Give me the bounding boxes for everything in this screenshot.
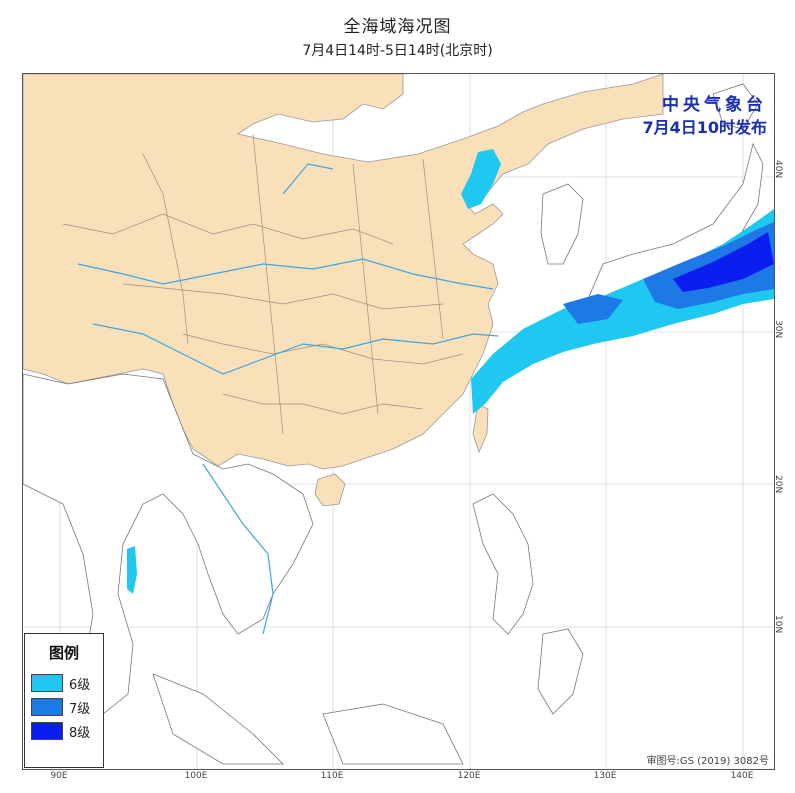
legend-item-6: 6级: [31, 674, 91, 693]
lon-label-120e: 120E: [457, 771, 481, 781]
wind-zone-andaman-6: [127, 546, 137, 594]
province-boundaries: [62, 133, 464, 435]
wind-zone-bohai-6: [461, 149, 501, 209]
lon-label-100e: 100E: [184, 771, 208, 781]
lon-label-140e: 140E: [730, 771, 754, 781]
legend-swatch-6: [31, 674, 63, 692]
legend: 图例 6级 7级 8级: [24, 633, 104, 768]
lon-label-90e: 90E: [50, 771, 68, 781]
china-landmass: [23, 74, 664, 470]
legend-swatch-8: [31, 722, 63, 740]
lat-label-30n: 30N: [773, 320, 783, 339]
lat-label-40n: 40N: [773, 160, 783, 179]
legend-label-6: 6级: [69, 677, 91, 693]
taiwan-island: [472, 403, 489, 454]
lon-label-110e: 110E: [320, 771, 344, 781]
map-canvas: [23, 74, 774, 769]
legend-item-7: 7级: [31, 698, 91, 717]
legend-label-8: 8级: [69, 725, 91, 741]
legend-title: 图例: [48, 644, 79, 662]
lat-label-20n: 20N: [773, 475, 783, 494]
lat-label-10n: 10N: [773, 615, 783, 634]
issuing-agency: 中央气象台: [662, 95, 767, 115]
map-title: 全海域海况图: [343, 17, 452, 37]
hainan-island: [314, 473, 346, 507]
sea-condition-map: [22, 73, 775, 770]
issue-time: 7月4日10时发布: [642, 118, 767, 137]
map-subtitle: 7月4日14时-5日14时(北京时): [302, 43, 493, 59]
map-review-number: 审图号:GS (2019) 3082号: [646, 756, 769, 767]
lon-label-130e: 130E: [593, 771, 617, 781]
wind-zone-8-level: [673, 232, 774, 292]
legend-swatch-7: [31, 698, 63, 716]
rivers: [77, 163, 499, 635]
legend-item-8: 8级: [31, 722, 91, 741]
other-land-outlines: [23, 83, 764, 765]
legend-label-7: 7级: [69, 701, 91, 717]
wind-zone-7-level: [563, 222, 774, 324]
